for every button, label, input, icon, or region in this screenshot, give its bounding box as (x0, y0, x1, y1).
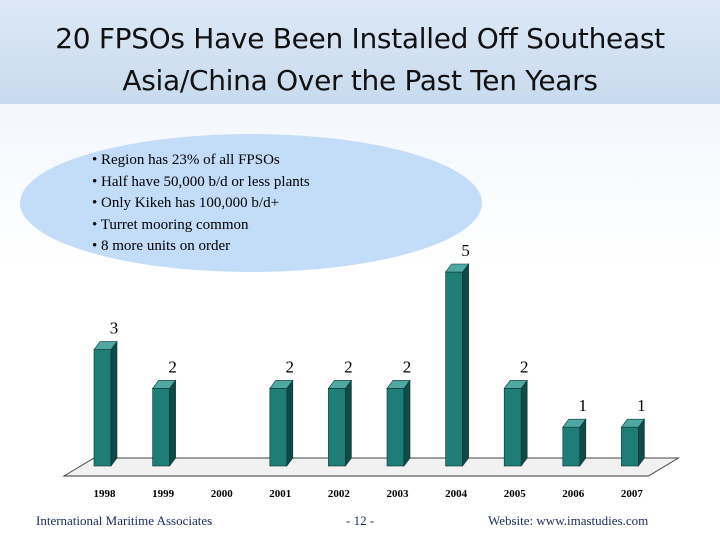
data-label: 5 (461, 241, 470, 260)
title-line-1: 20 FPSOs Have Been Installed Off Southea… (55, 22, 665, 55)
bar-front-face (328, 388, 346, 467)
bar-top-face (445, 263, 470, 273)
x-tick-label: 2007 (621, 488, 644, 500)
title-line-2: Asia/China Over the Past Ten Years (122, 64, 598, 97)
data-label: 2 (168, 357, 177, 376)
x-tick-label: 1998 (94, 488, 117, 500)
bullet-item: 8 more units on order (92, 236, 310, 258)
x-tick-label: 1999 (152, 488, 175, 500)
bar-top-face (386, 380, 411, 389)
slide-title: 20 FPSOs Have Been Installed Off Southea… (0, 18, 720, 102)
bar-side-face (403, 379, 411, 467)
bar-front-face (269, 388, 288, 467)
x-tick-label: 2000 (211, 488, 234, 500)
data-label: 2 (403, 357, 412, 376)
bar-top-face (503, 380, 528, 389)
bullet-item: Turret mooring common (92, 215, 310, 237)
x-tick-label: 2005 (504, 488, 527, 500)
chart-floor (62, 457, 681, 477)
bar-side-face (169, 379, 176, 467)
bar-1999 (152, 379, 177, 467)
bar-top-face (620, 418, 646, 428)
bar-top-face (93, 341, 118, 350)
bar-front-face (152, 388, 170, 467)
bar-side-face (286, 379, 294, 467)
bar-front-face (445, 271, 463, 467)
bar-side-face (462, 263, 469, 467)
data-label: 2 (520, 357, 529, 376)
bullet-item: Half have 50,000 b/d or less plants (92, 172, 310, 194)
bar-top-face (562, 418, 587, 428)
bar-2007 (620, 418, 646, 467)
title-band (0, 0, 720, 105)
data-label: 2 (344, 357, 353, 376)
chart-labels: 1998 3 1999 2 2000 2001 2 2002 2 2003 2 2004 5 2005 2 2… (94, 241, 646, 500)
footer-page-number: - 12 - (346, 513, 375, 528)
data-label: 1 (579, 396, 588, 415)
bar-1998 (93, 340, 118, 467)
footer-company: International Maritime Associates (36, 513, 213, 528)
bar-2006 (562, 418, 587, 467)
x-tick-label: 2003 (387, 488, 410, 500)
bar-side-face (110, 340, 118, 467)
x-tick-label: 2004 (445, 488, 468, 500)
x-tick-label: 2006 (562, 488, 585, 500)
highlights-list: Region has 23% of all FPSOs Half have 50… (92, 150, 310, 258)
bar-front-face (503, 388, 522, 467)
bar-side-face (345, 379, 352, 467)
chart-bars (93, 263, 646, 467)
bar-top-face (152, 380, 177, 389)
data-label: 2 (286, 357, 295, 376)
bullet-item: Region has 23% of all FPSOs (92, 150, 310, 172)
bullet-item: Only Kikeh has 100,000 b/d+ (92, 193, 310, 215)
bar-2003 (386, 379, 411, 467)
bar-front-face (621, 426, 639, 467)
bar-front-face (93, 349, 112, 467)
x-tick-label: 2001 (269, 488, 291, 500)
bar-front-face (562, 426, 581, 467)
bar-2005 (503, 379, 528, 467)
bar-top-face (327, 380, 352, 389)
data-label: 1 (637, 396, 646, 415)
bar-top-face (269, 380, 294, 389)
bar-2004 (445, 263, 470, 467)
bar-2002 (327, 379, 352, 467)
bar-2001 (269, 379, 294, 467)
footer-website: Website: www.imastudies.com (488, 513, 649, 528)
x-tick-label: 2002 (328, 488, 351, 500)
bar-side-face (520, 379, 528, 467)
bar-front-face (386, 388, 405, 467)
data-label: 3 (110, 319, 119, 338)
